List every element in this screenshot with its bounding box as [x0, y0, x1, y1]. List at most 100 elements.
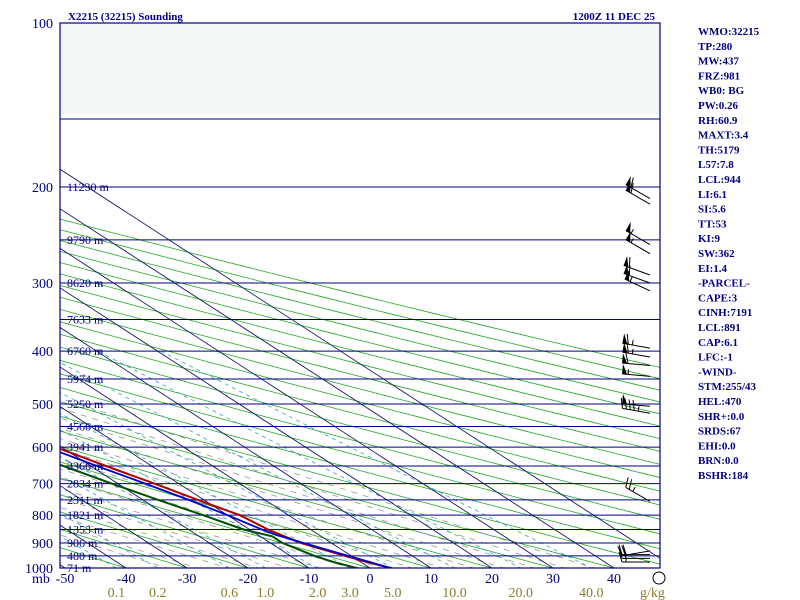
index-line: LCL:944 [698, 174, 741, 186]
dry-adiabat [60, 528, 189, 568]
height-label: 2311 m [67, 493, 104, 507]
mixing-ratio-tick-label: 1.0 [257, 586, 275, 600]
isotherm [60, 485, 188, 568]
height-label: 4566 m [67, 419, 104, 433]
dry-adiabat [60, 511, 250, 568]
wind-barb [622, 363, 651, 377]
index-line: -WIND- [698, 366, 737, 378]
index-line: L57:7.8 [698, 159, 734, 171]
height-label: 11230 m [67, 180, 110, 194]
index-line: SI:5.6 [698, 204, 726, 216]
pressure-tick-label: 100 [32, 17, 53, 32]
mixing-ratio-unit-label: g/kg [640, 586, 665, 600]
wind-barb [618, 544, 650, 556]
wind-barb [622, 342, 651, 358]
index-line: BSHR:184 [698, 470, 749, 482]
dry-adiabat [60, 285, 660, 440]
index-line: LFC:-1 [698, 352, 733, 364]
mixing-ratio-line [60, 412, 351, 568]
isotherm [60, 287, 493, 568]
pressure-tick-label: 200 [32, 181, 53, 196]
mixing-ratio-tick-label: 0.1 [108, 586, 126, 600]
wind-barb [625, 181, 651, 205]
height-label: 3366 m [67, 459, 104, 473]
index-line: PW:0.26 [698, 100, 739, 112]
pressure-tick-label: 400 [32, 345, 53, 360]
wind-barb [622, 353, 651, 366]
chart-datetime: 1200Z 11 DEC 25 [573, 11, 656, 23]
mixing-ratio-tick-label: 2.0 [309, 586, 327, 600]
mixing-ratio-line [97, 350, 522, 568]
dry-adiabat [60, 346, 660, 506]
temperature-tick-label: 0 [367, 572, 374, 587]
moist-adiabat [60, 438, 475, 568]
index-line: CINH:7191 [698, 307, 752, 319]
temperature-tick-label: -20 [239, 572, 258, 587]
dry-adiabat [60, 321, 660, 479]
pressure-tick-label: 500 [32, 398, 53, 413]
index-line: EI:1.4 [698, 263, 728, 275]
dry-adiabat [60, 218, 660, 368]
index-line: CAPE:3 [698, 292, 738, 304]
pressure-tick-label: 1000 [25, 562, 53, 577]
mixing-ratio-tick-label: 5.0 [384, 586, 402, 600]
index-line: SHR+:0.0 [698, 411, 745, 423]
isotherm [60, 405, 310, 568]
index-line: BRN:0.0 [698, 455, 739, 467]
index-line: EHI:0.0 [698, 440, 736, 452]
index-line: TP:280 [698, 41, 733, 53]
dry-adiabat [60, 229, 660, 380]
height-label: 1821 m [67, 508, 104, 522]
index-line: FRZ:981 [698, 70, 740, 82]
index-line: -PARCEL- [698, 278, 750, 290]
height-label: 8620 m [67, 276, 104, 290]
dry-adiabat [60, 477, 372, 568]
mixing-ratio-line [160, 350, 593, 568]
height-label: 6760 m [67, 344, 104, 358]
isotherm [60, 208, 615, 568]
height-label: 9790 m [67, 233, 104, 247]
index-line: SW:362 [698, 248, 735, 260]
height-label: 7633 m [67, 313, 104, 327]
temperature-tick-label: 40 [607, 572, 621, 587]
pressure-tick-label: 600 [32, 441, 53, 456]
dry-adiabat [60, 308, 660, 465]
mixing-ratio-tick-label: 3.0 [341, 586, 359, 600]
temperature-tick-label: -40 [117, 572, 136, 587]
index-line: HEL:470 [698, 396, 742, 408]
mixing-ratio-tick-label: 20.0 [509, 586, 534, 600]
index-line: WB0: BG [698, 85, 745, 97]
wind-barb [625, 231, 651, 255]
dry-adiabat [60, 240, 660, 391]
wind-barb [620, 397, 651, 414]
height-label: 5250 m [67, 397, 104, 411]
height-label: 3941 m [67, 440, 104, 454]
wind-barbs [617, 175, 666, 585]
mixing-ratio-tick-label: 10.0 [442, 586, 467, 600]
index-line: SRDS:67 [698, 426, 741, 438]
height-label: 71 m [67, 561, 92, 575]
dry-adiabat [60, 387, 660, 550]
temperature-tick-label: -10 [300, 572, 319, 587]
moist-adiabat [60, 417, 535, 568]
index-line: MW:437 [698, 56, 739, 68]
mixing-ratio-tick-label: 40.0 [579, 586, 604, 600]
dry-adiabat [60, 333, 660, 492]
stratosphere-region [60, 23, 660, 115]
dry-adiabat [60, 359, 660, 520]
index-line: LI:6.1 [698, 189, 727, 201]
wind-barb [625, 477, 651, 502]
moist-adiabat [60, 507, 260, 568]
pressure-tick-label: 800 [32, 509, 53, 524]
height-label: 2834 m [67, 477, 104, 491]
wind-barb [624, 269, 651, 292]
dry-adiabat [60, 401, 660, 565]
wind-barb [618, 551, 650, 563]
sounding-profiles [60, 447, 393, 568]
mixing-ratio-line [60, 362, 456, 568]
index-line: TT:53 [698, 218, 727, 230]
wind-barb [623, 256, 651, 276]
isotherm [60, 366, 371, 568]
